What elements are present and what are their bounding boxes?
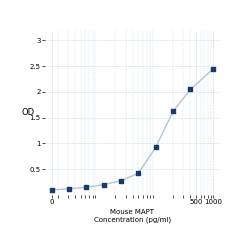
Point xyxy=(212,67,216,71)
Y-axis label: OD: OD xyxy=(22,108,35,117)
Point xyxy=(154,145,158,149)
Point xyxy=(136,171,140,175)
Point xyxy=(50,188,54,192)
Point xyxy=(119,178,123,182)
Point xyxy=(84,185,88,189)
Point xyxy=(171,110,175,114)
Point xyxy=(67,187,71,191)
Point xyxy=(102,183,106,187)
X-axis label: Mouse MAPT
Concentration (pg/ml): Mouse MAPT Concentration (pg/ml) xyxy=(94,209,171,223)
Point xyxy=(188,87,192,91)
